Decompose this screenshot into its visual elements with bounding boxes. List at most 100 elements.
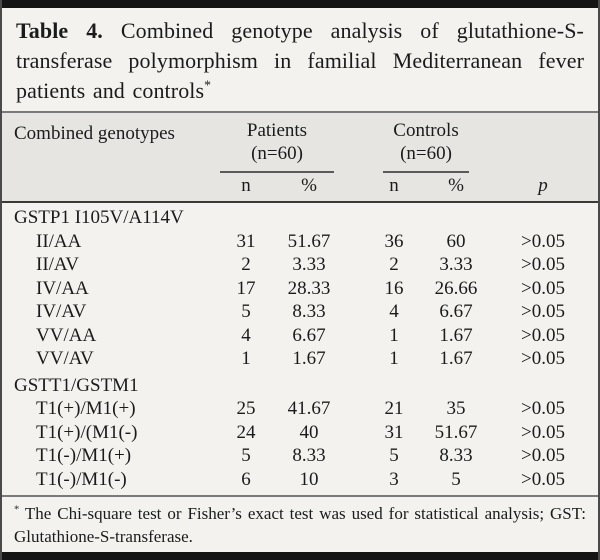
subheader-controls-pct: %	[424, 173, 488, 202]
cell-patients-n: 17	[236, 277, 256, 299]
cell-pvalue: >0.05	[521, 468, 565, 490]
row-label: IV/AV	[36, 301, 87, 322]
section-row: GSTP1 I105V/A114V	[2, 202, 598, 230]
column-gap	[340, 112, 364, 202]
cell-controls-n: 21	[384, 398, 404, 419]
cell-pvalue: >0.05	[521, 254, 565, 275]
cell-pvalue: >0.05	[521, 398, 565, 419]
cell-patients-pct: 3.33	[292, 254, 326, 275]
cell-controls-n: 1	[389, 348, 399, 369]
table-row: II/AA 31 51.67 36 60 >0.05	[2, 230, 598, 254]
cell-controls-n: 16	[384, 277, 404, 299]
cell-gap	[340, 397, 364, 421]
cell-controls-n: 5	[389, 445, 399, 466]
footnote-asterisk: *	[14, 504, 20, 516]
cell-controls-pct: 51.67	[434, 421, 478, 443]
bottom-rule-bar	[2, 552, 598, 560]
table-row: T1(-)/M1(+) 5 8.33 5 8.33 >0.05	[2, 444, 598, 468]
cell-patients-pct: 10	[299, 468, 319, 490]
table-row: VV/AV 1 1.67 1 1.67 >0.05	[2, 347, 598, 371]
patients-group-n: (n=60)	[251, 143, 303, 164]
table-row: T1(+)/M1(+) 25 41.67 21 35 >0.05	[2, 397, 598, 421]
table-row: T1(+)/(M1(-) 24 40 31 51.67 >0.05	[2, 421, 598, 445]
cell-patients-pct: 28.33	[287, 277, 331, 299]
cell-controls-pct: 1.67	[439, 348, 473, 369]
cell-gap	[340, 300, 364, 324]
header-sub-row: n % n %	[2, 173, 598, 202]
row-label: T1(-)/M1(+)	[36, 445, 132, 466]
cell-controls-pct: 35	[446, 398, 466, 419]
patients-group-label: Patients	[246, 120, 308, 141]
cell-patients-n: 5	[241, 445, 251, 466]
table-number: Table 4.	[16, 18, 103, 43]
section-label: GSTP1 I105V/A114V	[14, 207, 184, 228]
cell-patients-pct: 8.33	[292, 301, 326, 322]
row-label: T1(+)/(M1(-)	[36, 421, 138, 443]
caption-asterisk: *	[204, 77, 212, 93]
table-row: II/AV 2 3.33 2 3.33 >0.05	[2, 253, 598, 277]
cell-patients-n: 25	[236, 398, 256, 419]
footnote: * The Chi-square test or Fisher’s exact …	[2, 495, 598, 552]
cell-gap	[340, 444, 364, 468]
controls-group-rule	[383, 171, 469, 173]
table-row: T1(-)/M1(-) 6 10 3 5 >0.05	[2, 468, 598, 492]
cell-patients-n: 24	[236, 421, 256, 443]
cell-patients-pct: 6.67	[292, 324, 326, 346]
cell-controls-pct: 3.33	[439, 254, 473, 275]
table-row: VV/AA 4 6.67 1 1.67 >0.05	[2, 324, 598, 348]
row-label: VV/AV	[36, 348, 94, 369]
cell-gap	[340, 253, 364, 277]
cell-pvalue: >0.05	[521, 230, 565, 252]
cell-controls-pct: 26.66	[434, 277, 478, 299]
table-row: IV/AA 17 28.33 16 26.66 >0.05	[2, 277, 598, 301]
cell-gap	[340, 324, 364, 348]
cell-controls-n: 2	[389, 254, 399, 275]
cell-controls-n: 3	[389, 468, 399, 490]
cell-patients-pct: 1.67	[292, 348, 326, 369]
row-label: T1(-)/M1(-)	[36, 468, 127, 490]
row-label: II/AV	[36, 254, 79, 275]
cell-controls-n: 1	[389, 324, 399, 346]
table-body: GSTP1 I105V/A114V II/AA 31 51.67 36 60 >…	[2, 202, 598, 491]
table-row: IV/AV 5 8.33 4 6.67 >0.05	[2, 300, 598, 324]
table-caption: Table 4. Combined genotype analysis of g…	[2, 8, 598, 111]
cell-pvalue: >0.05	[521, 445, 565, 466]
cell-controls-pct: 8.33	[439, 445, 473, 466]
cell-patients-n: 31	[236, 230, 256, 252]
cell-patients-n: 4	[241, 324, 251, 346]
subheader-patients-n: n	[214, 173, 278, 202]
cell-patients-n: 5	[241, 301, 251, 322]
cell-patients-n: 2	[241, 254, 251, 275]
cell-controls-pct: 6.67	[439, 301, 473, 322]
footnote-text: The Chi-square test or Fisher’s exact te…	[14, 504, 586, 546]
column-group-patients: Patients (n=60)	[214, 112, 340, 173]
cell-patients-pct: 8.33	[292, 445, 326, 466]
cell-pvalue: >0.05	[521, 301, 565, 322]
row-label: II/AA	[36, 230, 82, 252]
column-header-pvalue: p	[488, 112, 598, 202]
controls-group-label: Controls	[393, 120, 459, 141]
cell-patients-n: 6	[241, 468, 251, 490]
cell-gap	[340, 230, 364, 254]
cell-pvalue: >0.05	[521, 277, 565, 299]
header-group-row: Combined genotypes Patients (n=60) Contr…	[2, 112, 598, 202]
genotype-table: Combined genotypes Patients (n=60) Contr…	[2, 111, 598, 491]
section-label: GSTT1/GSTM1	[14, 374, 139, 396]
top-rule-bar	[2, 0, 598, 8]
cell-controls-n: 4	[389, 301, 399, 322]
table-header: Combined genotypes Patients (n=60) Contr…	[2, 112, 598, 202]
cell-gap	[340, 277, 364, 301]
cell-gap	[340, 421, 364, 445]
row-label: IV/AA	[36, 277, 89, 299]
cell-patients-pct: 41.67	[287, 398, 331, 419]
cell-pvalue: >0.05	[521, 421, 565, 443]
patients-group-rule	[220, 171, 334, 173]
cell-gap	[340, 347, 364, 371]
section-row: GSTT1/GSTM1	[2, 371, 598, 398]
cell-patients-pct: 51.67	[287, 230, 331, 252]
row-label: VV/AA	[36, 324, 97, 346]
cell-patients-n: 1	[241, 348, 251, 369]
cell-pvalue: >0.05	[521, 348, 565, 369]
cell-gap	[340, 468, 364, 492]
